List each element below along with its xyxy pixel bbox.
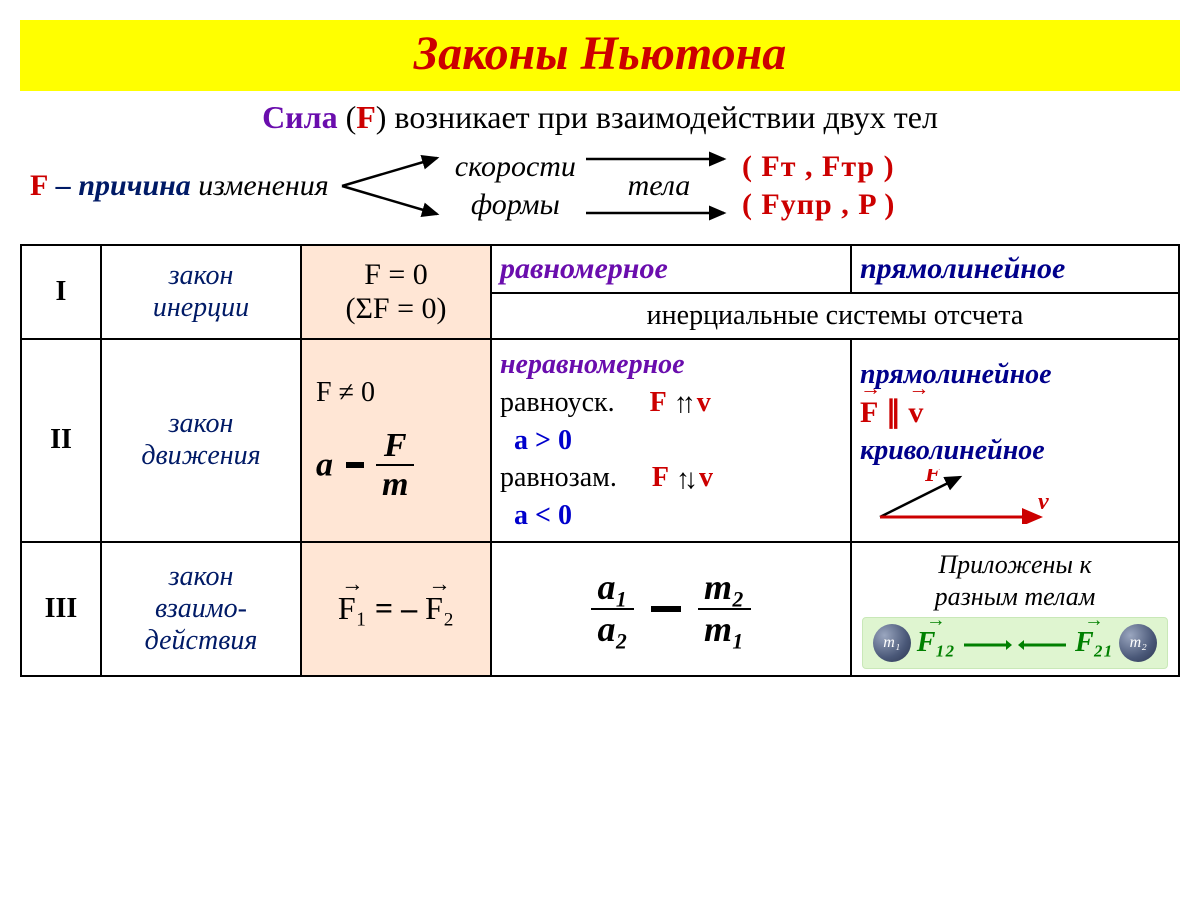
row2-last: прямолинейное F ∥ v криволинейное xyxy=(851,339,1179,542)
subtitle-F: F xyxy=(356,99,376,135)
svg-text:F: F xyxy=(924,469,941,487)
row1-name: законинерции xyxy=(101,245,301,339)
subtitle-sila: Сила xyxy=(262,99,338,135)
arrow-right-bot-icon xyxy=(584,203,734,223)
svg-text:v: v xyxy=(1038,489,1049,515)
row1-straight: прямолинейное xyxy=(851,245,1179,293)
force-F21: F₂₁ xyxy=(1018,627,1113,659)
row1-inertial: инерциальные системы отсчета xyxy=(491,293,1179,339)
laws-table: I законинерции F = 0 (ΣF = 0) равномерно… xyxy=(20,244,1180,677)
diag-prichina: – причина xyxy=(56,169,191,202)
row1-num: I xyxy=(21,245,101,339)
row1-uniform: равномерное xyxy=(491,245,851,293)
diag-forces: ( Fт , Fтр ) ( Fупр , P ) xyxy=(742,150,895,222)
diag-formy: формы xyxy=(455,188,576,222)
diag-arrows-right: тела xyxy=(584,149,734,223)
row2-mid: неравномерное равноуск. F ↑↑ v a > 0 рав… xyxy=(491,339,851,542)
diag-forces-bot: ( Fупр , P ) xyxy=(742,188,895,222)
arrow-right-top-icon xyxy=(584,149,734,169)
row2-num: II xyxy=(21,339,101,542)
row3-num: III xyxy=(21,542,101,676)
row2-name: закондвижения xyxy=(101,339,301,542)
row2-formula: F ≠ 0 a F m xyxy=(301,339,491,542)
curvilinear-icon: F v xyxy=(860,469,1060,524)
diag-tela: тела xyxy=(584,169,734,203)
cause-diagram: F – причина изменения скорости формы тел… xyxy=(30,146,1170,226)
split-arrow-icon xyxy=(337,146,447,226)
interaction-diagram: m₁ F₁₂ F₂₁ m₂ xyxy=(862,617,1168,669)
row3-applied: Приложены к разным телам m₁ F₁₂ xyxy=(851,542,1179,676)
row3-formula: F₁ = – F₂ xyxy=(301,542,491,676)
diag-mid-stack: скорости формы xyxy=(455,150,576,222)
subtitle-rest: возникает при взаимодействии двух тел xyxy=(394,99,938,135)
page-title: Законы Ньютона xyxy=(20,20,1180,91)
subtitle: Сила (F) возникает при взаимодействии дв… xyxy=(20,99,1180,136)
force-F12: F₁₂ xyxy=(917,627,1012,659)
row3-name: закон взаимо- действия xyxy=(101,542,301,676)
table-row: III закон взаимо- действия F₁ = – F₂ a₁ … xyxy=(21,542,1179,676)
table-row: I законинерции F = 0 (ΣF = 0) равномерно… xyxy=(21,245,1179,293)
diag-forces-top: ( Fт , Fтр ) xyxy=(742,150,895,184)
row1-formula: F = 0 (ΣF = 0) xyxy=(301,245,491,339)
ball-m1: m₁ xyxy=(873,624,911,662)
diag-skorosti: скорости xyxy=(455,150,576,184)
diag-F: F xyxy=(30,169,48,202)
table-row: II закондвижения F ≠ 0 a F m неравномерн… xyxy=(21,339,1179,542)
row3-ratio: a₁ a₂ m₂ m₁ xyxy=(491,542,851,676)
ball-m2: m₂ xyxy=(1119,624,1157,662)
diag-izmen: изменения xyxy=(198,169,328,202)
